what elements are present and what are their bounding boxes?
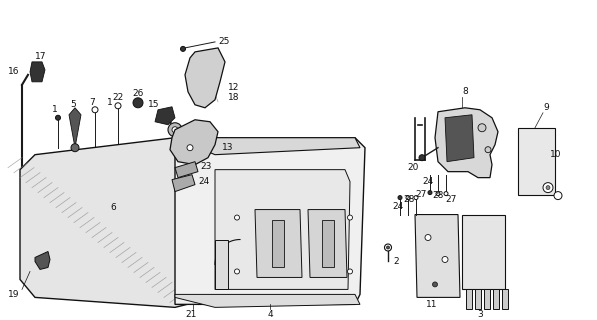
- Polygon shape: [20, 138, 215, 308]
- Circle shape: [384, 244, 392, 251]
- Polygon shape: [415, 215, 460, 297]
- Text: 8: 8: [462, 87, 468, 96]
- Text: 24: 24: [198, 177, 210, 186]
- Text: 20: 20: [407, 163, 418, 172]
- Polygon shape: [215, 170, 350, 289]
- Polygon shape: [484, 289, 490, 309]
- Text: 28: 28: [432, 191, 444, 200]
- Circle shape: [56, 115, 60, 120]
- Polygon shape: [155, 107, 175, 125]
- Text: 5: 5: [70, 100, 76, 109]
- Circle shape: [546, 186, 550, 190]
- Text: 16: 16: [8, 67, 20, 76]
- Circle shape: [115, 103, 121, 109]
- Circle shape: [133, 98, 143, 108]
- Circle shape: [168, 123, 182, 137]
- Circle shape: [414, 196, 418, 200]
- Circle shape: [71, 144, 79, 152]
- Circle shape: [485, 147, 491, 153]
- Polygon shape: [308, 210, 347, 277]
- Polygon shape: [172, 175, 195, 192]
- Text: 28: 28: [403, 195, 414, 204]
- Circle shape: [444, 192, 448, 196]
- Text: 18: 18: [228, 93, 239, 102]
- Circle shape: [478, 124, 486, 132]
- Text: 1: 1: [107, 98, 113, 107]
- Text: 24: 24: [422, 177, 433, 186]
- Polygon shape: [475, 289, 481, 309]
- Text: 22: 22: [112, 93, 123, 102]
- Text: 19: 19: [8, 290, 20, 299]
- Text: 25: 25: [218, 37, 229, 46]
- Circle shape: [398, 196, 402, 200]
- Circle shape: [554, 192, 562, 200]
- Polygon shape: [322, 220, 334, 268]
- Ellipse shape: [521, 166, 539, 194]
- Polygon shape: [69, 108, 81, 148]
- Circle shape: [419, 155, 425, 161]
- Text: 9: 9: [543, 103, 549, 112]
- Circle shape: [235, 215, 239, 220]
- Polygon shape: [466, 289, 472, 309]
- Polygon shape: [170, 120, 218, 165]
- Text: 21: 21: [185, 310, 196, 319]
- Text: 13: 13: [222, 143, 233, 152]
- Text: 12: 12: [228, 83, 239, 92]
- Text: 2: 2: [393, 257, 399, 266]
- Circle shape: [432, 282, 438, 287]
- Text: 1: 1: [52, 105, 58, 114]
- Text: 27: 27: [445, 195, 456, 204]
- Circle shape: [436, 192, 440, 196]
- Text: 27: 27: [415, 190, 426, 199]
- Polygon shape: [30, 62, 45, 82]
- Circle shape: [235, 269, 239, 274]
- Circle shape: [347, 215, 352, 220]
- Text: 4: 4: [268, 310, 273, 319]
- Polygon shape: [272, 220, 284, 268]
- Polygon shape: [35, 252, 50, 269]
- Polygon shape: [185, 48, 225, 108]
- Text: 15: 15: [148, 100, 159, 109]
- Text: 26: 26: [132, 89, 143, 98]
- Ellipse shape: [525, 173, 534, 187]
- Polygon shape: [175, 294, 360, 308]
- Circle shape: [442, 256, 448, 262]
- Polygon shape: [493, 289, 499, 309]
- Circle shape: [92, 107, 98, 113]
- Text: 3: 3: [477, 310, 483, 319]
- Polygon shape: [255, 210, 302, 277]
- Circle shape: [428, 191, 432, 195]
- Circle shape: [180, 46, 186, 52]
- Polygon shape: [462, 215, 505, 289]
- Circle shape: [347, 269, 352, 274]
- Polygon shape: [518, 128, 555, 195]
- Polygon shape: [502, 289, 508, 309]
- Polygon shape: [175, 138, 365, 304]
- Text: 11: 11: [426, 300, 438, 309]
- Text: 17: 17: [35, 52, 47, 61]
- Circle shape: [406, 196, 410, 200]
- Text: 14: 14: [162, 117, 173, 126]
- Polygon shape: [175, 138, 360, 155]
- Circle shape: [425, 235, 431, 241]
- Circle shape: [386, 246, 389, 249]
- Polygon shape: [445, 115, 474, 162]
- Polygon shape: [435, 108, 498, 178]
- Text: 10: 10: [550, 150, 562, 159]
- Circle shape: [172, 127, 178, 133]
- Polygon shape: [215, 239, 228, 289]
- Text: 23: 23: [200, 162, 211, 171]
- Circle shape: [543, 183, 553, 193]
- Text: 7: 7: [89, 98, 95, 107]
- Circle shape: [187, 145, 193, 151]
- Text: 6: 6: [110, 203, 116, 212]
- Text: 24: 24: [392, 202, 403, 211]
- Polygon shape: [175, 162, 198, 178]
